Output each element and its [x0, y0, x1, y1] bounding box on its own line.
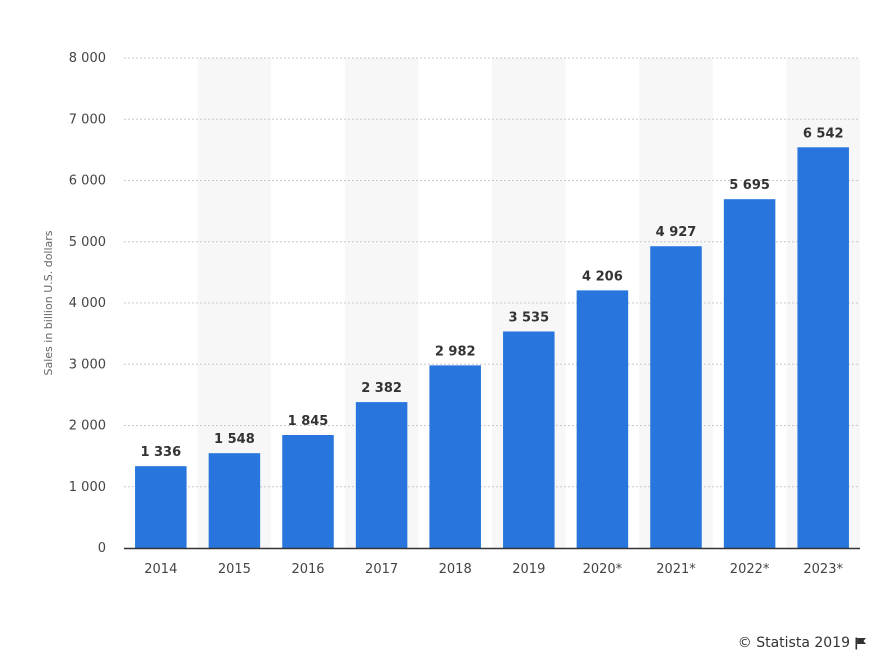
data-label: 1 548 — [214, 432, 255, 447]
x-tick-label: 2022* — [730, 562, 770, 577]
x-tick-label: 2014 — [144, 562, 177, 577]
y-tick-label: 2 000 — [69, 419, 106, 434]
bar[interactable] — [355, 402, 408, 548]
bar[interactable] — [797, 147, 849, 549]
y-tick-label: 6 000 — [69, 174, 106, 189]
x-tick-label: 2019 — [512, 562, 545, 577]
data-label: 2 982 — [435, 344, 476, 359]
y-tick-label: 4 000 — [69, 296, 106, 311]
bars — [135, 147, 849, 549]
bar[interactable] — [503, 331, 555, 548]
bar[interactable] — [723, 199, 776, 548]
bar[interactable] — [576, 290, 629, 548]
x-tick-label: 2017 — [365, 562, 398, 577]
y-tick-label: 8 000 — [69, 51, 106, 66]
data-label: 3 535 — [508, 310, 549, 325]
statista-credit[interactable]: © Statista 2019 — [738, 635, 867, 651]
x-axis-ticks: 2014 2015 2016 2017 2018 2019 2020* 2021* 2022* 2… — [144, 562, 843, 577]
y-tick-label: 1 000 — [69, 480, 106, 495]
credit-text: © Statista 2019 — [737, 635, 850, 651]
y-axis-ticks: 0 1 000 2 000 3 000 4 000 5 000 6 000 7 000 8 00… — [69, 51, 106, 556]
bar[interactable] — [429, 365, 481, 548]
y-axis-label: Sales in billion U.S. dollars — [42, 230, 55, 375]
x-tick-label: 2016 — [291, 562, 324, 577]
x-tick-label: 2018 — [439, 562, 472, 577]
y-tick-label: 5 000 — [69, 235, 106, 250]
x-tick-label: 2015 — [218, 562, 251, 577]
bar[interactable] — [208, 453, 261, 548]
bar[interactable] — [282, 434, 334, 548]
data-label: 4 927 — [656, 225, 697, 240]
y-tick-label: 0 — [98, 541, 106, 556]
data-label: 2 382 — [361, 381, 402, 396]
flag-icon[interactable] — [855, 637, 867, 650]
x-tick-label: 2021* — [656, 562, 696, 577]
x-tick-label: 2023* — [803, 562, 843, 577]
data-label: 6 542 — [803, 126, 844, 141]
bar[interactable] — [135, 466, 187, 548]
data-label: 5 695 — [729, 178, 770, 193]
x-tick-label: 2020* — [583, 562, 623, 577]
y-tick-label: 7 000 — [69, 112, 106, 127]
data-labels: 1 336 1 548 1 845 2 382 2 982 3 535 4 206 4 927… — [140, 126, 843, 460]
y-tick-label: 3 000 — [69, 357, 106, 372]
data-label: 1 845 — [288, 414, 329, 429]
data-label: 1 336 — [140, 445, 181, 460]
bar[interactable] — [650, 246, 702, 548]
data-label: 4 206 — [582, 269, 623, 284]
